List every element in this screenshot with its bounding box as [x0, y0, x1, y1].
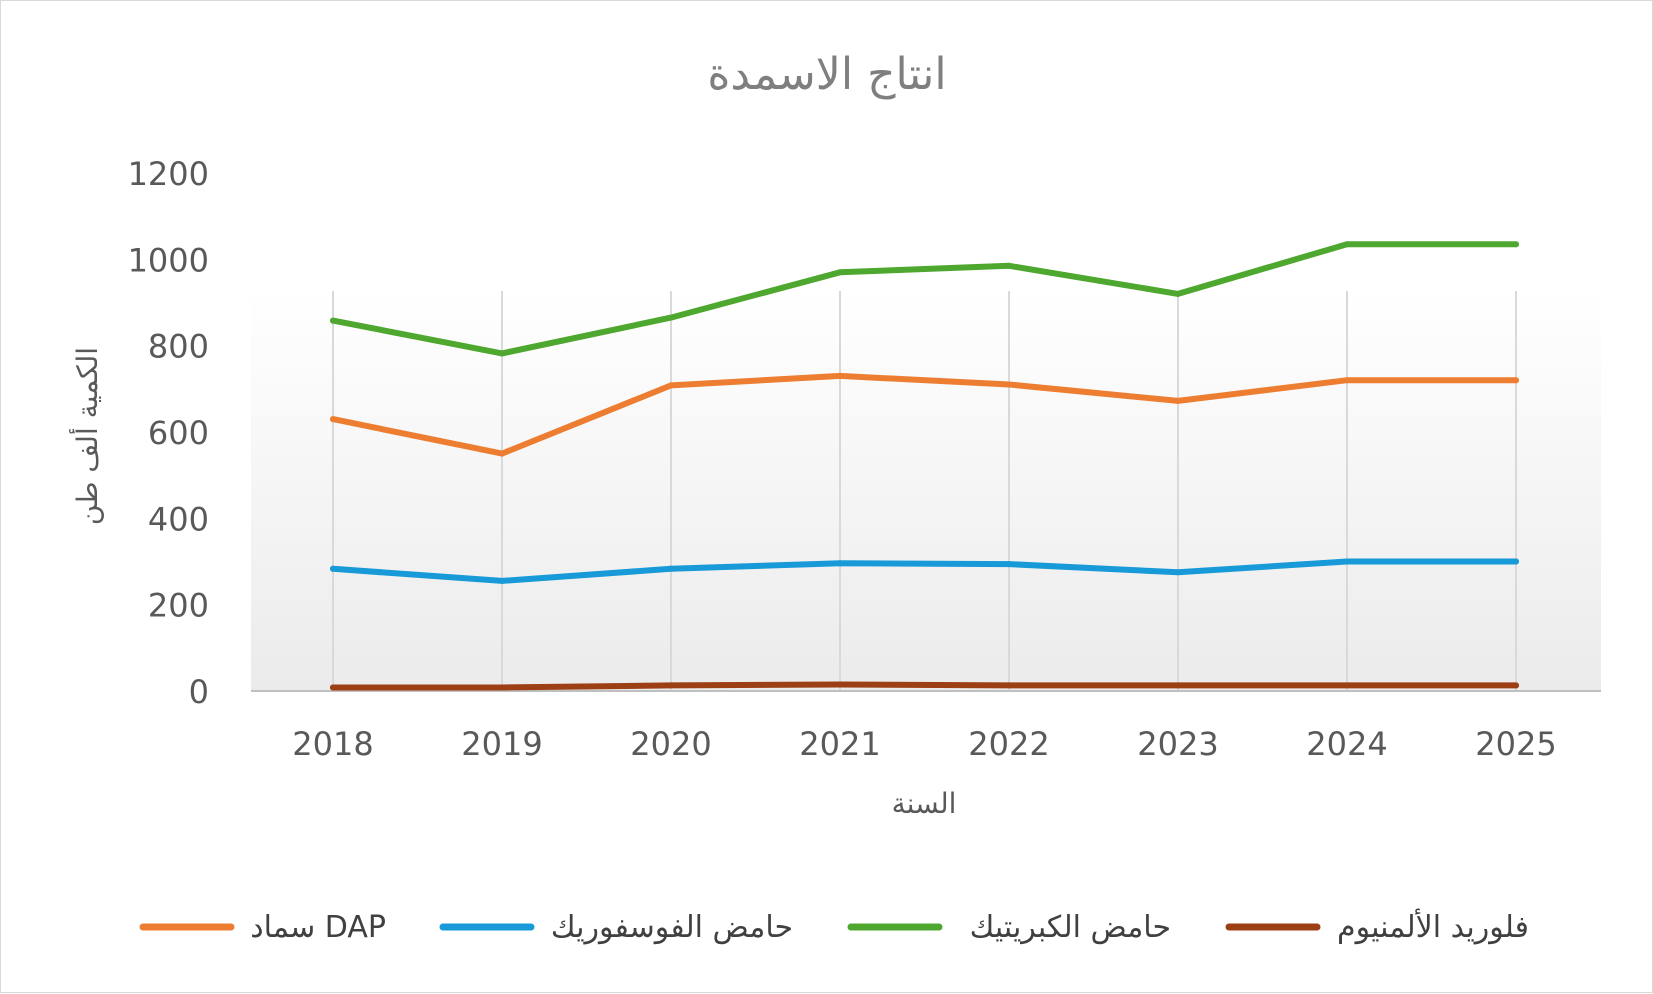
x-axis-title: السنة	[892, 787, 957, 820]
x-tick-label: 2023	[1137, 725, 1218, 763]
series-line-1	[330, 558, 1519, 584]
y-axis-title: الكمية ألف طن	[68, 347, 104, 525]
data-point-0-2	[668, 382, 674, 389]
data-point-0-7	[1513, 377, 1519, 384]
x-tick-label: 2024	[1306, 725, 1387, 763]
gridlines	[332, 291, 1517, 691]
data-point-3-3	[837, 681, 843, 688]
data-point-0-3	[837, 372, 843, 379]
y-tick-label: 1200	[128, 155, 209, 193]
y-tick-label: 0	[189, 673, 209, 711]
data-point-3-7	[1513, 682, 1519, 689]
data-point-3-5	[1175, 682, 1181, 689]
x-axis-ticks: 2018 2019 2020 2021 2022 2023 2024 2025	[292, 725, 1556, 763]
data-point-3-0	[330, 684, 336, 691]
data-point-2-5	[1175, 290, 1181, 297]
data-point-1-7	[1513, 558, 1519, 565]
legend-label-3: فلوريد الألمنيوم	[1337, 907, 1529, 945]
data-point-1-0	[330, 565, 336, 572]
y-tick-label: 1000	[128, 241, 209, 279]
data-point-0-1	[499, 450, 505, 457]
series-line-0	[330, 372, 1519, 457]
y-tick-label: 800	[148, 328, 209, 366]
data-point-2-2	[668, 314, 674, 321]
x-tick-label: 2019	[461, 725, 542, 763]
legend: سماد DAP حامض الفوسفوريك حامض الكبريتيك فلو…	[139, 907, 1529, 945]
data-point-2-1	[499, 350, 505, 357]
data-point-3-6	[1344, 682, 1350, 689]
x-tick-label: 2021	[799, 725, 880, 763]
legend-label-0: سماد DAP	[250, 910, 386, 945]
data-point-1-1	[499, 577, 505, 584]
series-line-2	[330, 241, 1519, 357]
data-point-2-0	[330, 317, 336, 324]
series-lines	[330, 241, 1519, 691]
x-tick-label: 2025	[1475, 725, 1556, 763]
data-point-0-0	[330, 416, 336, 423]
data-point-2-6	[1344, 241, 1350, 248]
data-point-3-1	[499, 684, 505, 691]
x-tick-label: 2018	[292, 725, 373, 763]
y-axis-ticks: 0 200 400 600 800 1000 1200	[128, 155, 209, 711]
data-point-3-4	[1006, 682, 1012, 689]
x-tick-label: 2020	[630, 725, 711, 763]
data-point-1-4	[1006, 561, 1012, 568]
data-point-2-7	[1513, 241, 1519, 248]
data-point-1-5	[1175, 569, 1181, 576]
y-tick-label: 600	[148, 414, 209, 452]
y-tick-label: 400	[148, 500, 209, 538]
data-point-2-3	[837, 269, 843, 276]
data-point-1-2	[668, 565, 674, 572]
data-point-0-4	[1006, 381, 1012, 388]
data-point-3-2	[668, 682, 674, 689]
x-tick-label: 2022	[968, 725, 1049, 763]
data-point-0-6	[1344, 377, 1350, 384]
legend-label-1: حامض الفوسفوريك	[551, 910, 793, 945]
data-point-1-3	[837, 560, 843, 567]
chart-title: انتاج الاسمدة	[707, 49, 946, 100]
data-point-0-5	[1175, 397, 1181, 404]
plot-area	[251, 291, 1601, 691]
series-line-3	[330, 681, 1519, 691]
data-point-1-6	[1344, 558, 1350, 565]
legend-label-2: حامض الكبريتيك	[970, 910, 1171, 945]
y-tick-label: 200	[148, 587, 209, 625]
data-point-2-4	[1006, 262, 1012, 269]
